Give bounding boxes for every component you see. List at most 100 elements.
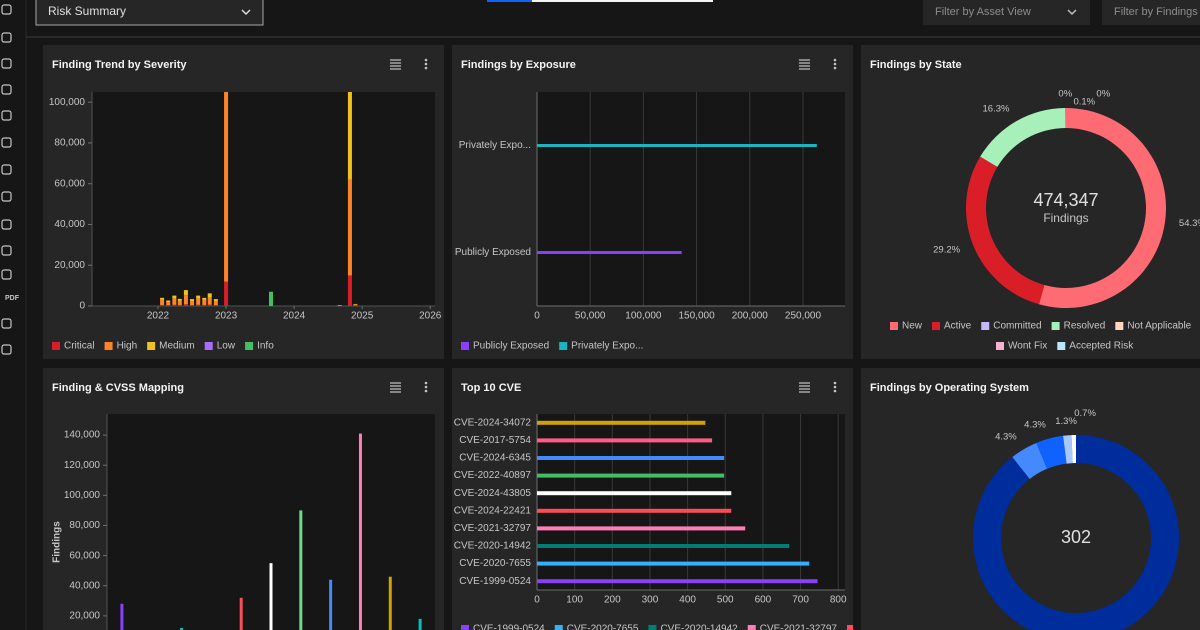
menu-icon[interactable]	[833, 385, 837, 389]
y-tick-label: CVE-2024-43805	[454, 488, 532, 499]
x-tick-label: 500	[717, 595, 734, 606]
bar	[537, 420, 706, 425]
legend-label: Accepted Risk	[1069, 341, 1134, 352]
y-tick-label: 80,000	[69, 520, 100, 531]
y-tick-label: CVE-2020-7655	[459, 558, 531, 569]
bar-segment	[353, 304, 358, 306]
legend-label: CVE-2020-14942	[660, 624, 738, 630]
legend-swatch	[648, 625, 657, 630]
menu-icon[interactable]	[833, 66, 837, 70]
legend-label: Not Applicable	[1127, 321, 1191, 332]
findings-filter[interactable]	[1102, 0, 1200, 25]
legend-swatch	[890, 322, 898, 330]
legend-swatch	[461, 625, 469, 630]
nav-icon[interactable]	[1, 110, 12, 121]
y-tick-label: 120,000	[64, 460, 101, 471]
menu-icon[interactable]	[424, 381, 428, 385]
nav-icon[interactable]	[1, 245, 12, 256]
y-tick-label: CVE-2020-14942	[454, 541, 532, 552]
nav-icon[interactable]	[1, 344, 12, 355]
nav-icon[interactable]	[1, 58, 12, 69]
y-tick-label: 0	[79, 301, 85, 312]
nav-icon[interactable]	[1, 137, 12, 148]
legend-swatch	[147, 342, 156, 350]
data-label: 0.7%	[1074, 408, 1096, 419]
x-tick-label: 100,000	[625, 311, 662, 322]
tab-indicator	[532, 0, 713, 2]
bar-segment	[166, 300, 171, 303]
menu-icon[interactable]	[833, 62, 837, 66]
asset-filter[interactable]	[923, 0, 1090, 25]
x-tick-label: 150,000	[679, 311, 716, 322]
nav-icon[interactable]	[1, 84, 12, 95]
menu-icon[interactable]	[424, 385, 428, 389]
view-dropdown[interactable]	[35, 0, 264, 26]
pdf-icon[interactable]: PDF	[5, 295, 20, 302]
legend-swatch	[932, 322, 941, 330]
nav-icon[interactable]	[1, 164, 12, 175]
bar-segment	[196, 295, 201, 299]
nav-icon[interactable]	[1, 32, 12, 43]
bar-segment	[337, 304, 342, 306]
panel-title: Findings by Operating System	[870, 382, 1029, 394]
x-tick-label: 2022	[147, 311, 170, 322]
panel-title: Top 10 CVE	[461, 382, 521, 394]
y-tick-label: 20,000	[69, 611, 100, 622]
panel: Findings by State 54.3% 29.2% 16.3% 0%0.1%0%…	[861, 45, 1200, 359]
data-label: 29.2%	[933, 245, 960, 256]
menu-icon[interactable]	[424, 62, 428, 66]
bar-segment	[196, 304, 201, 306]
bar	[269, 563, 273, 630]
bar-segment	[166, 302, 171, 306]
data-label: 54.3%	[1179, 218, 1200, 229]
legend-label: Info	[257, 341, 274, 352]
donut-segment	[1038, 108, 1166, 308]
panel: Findings by Exposure 0 50,000 100,000 150,00…	[452, 45, 853, 359]
legend-swatch	[981, 322, 990, 330]
chevron	[1067, 9, 1077, 15]
bar	[537, 561, 810, 566]
menu-icon[interactable]	[424, 58, 428, 62]
x-tick-label: 0	[534, 311, 540, 322]
donut-segment	[1063, 435, 1073, 464]
bar	[537, 526, 746, 531]
tab-indicator	[487, 0, 532, 2]
plot-area	[537, 92, 845, 306]
bar-segment	[202, 299, 207, 305]
legend-swatch	[996, 342, 1004, 350]
nav-icon[interactable]	[1, 4, 12, 15]
menu-icon[interactable]	[833, 389, 837, 393]
findings-filter-label: Filter by Findings	[1114, 6, 1198, 18]
panel: Finding & CVSS Mapping020,00040,00060,00…	[43, 368, 444, 630]
nav-icon[interactable]	[1, 219, 12, 230]
legend-label: CVE-2021-32797	[760, 624, 838, 630]
legend-label: CVE-2020-7655	[567, 624, 639, 630]
bar-segment	[347, 179, 352, 276]
bar-segment	[172, 298, 177, 305]
data-label: 4.3%	[1024, 419, 1046, 430]
legend-label: Privately Expo...	[571, 341, 643, 352]
x-tick-label: 250,000	[785, 311, 822, 322]
bar	[537, 544, 790, 548]
bar	[537, 438, 713, 443]
y-tick-label: Publicly Exposed	[455, 247, 531, 258]
menu-icon[interactable]	[833, 58, 837, 62]
nav-icon[interactable]	[1, 318, 12, 329]
menu-icon[interactable]	[833, 381, 837, 385]
data-label: 0%	[1058, 89, 1072, 100]
menu-icon[interactable]	[424, 66, 428, 70]
legend-swatch	[1057, 342, 1066, 350]
y-tick-label: 100,000	[49, 97, 86, 108]
y-tick-label: 140,000	[64, 430, 101, 441]
bar	[537, 473, 725, 478]
nav-icon[interactable]	[1, 191, 12, 202]
y-tick-label: Privately Expo...	[459, 140, 531, 151]
legend-swatch	[559, 342, 568, 350]
y-tick-label: 60,000	[54, 178, 85, 189]
y-tick-label: CVE-2021-32797	[454, 523, 532, 534]
nav-icon[interactable]	[1, 269, 12, 280]
legend-swatch	[847, 625, 853, 630]
menu-icon[interactable]	[424, 389, 428, 393]
legend-swatch	[104, 342, 113, 350]
y-tick-label: 20,000	[54, 260, 85, 271]
